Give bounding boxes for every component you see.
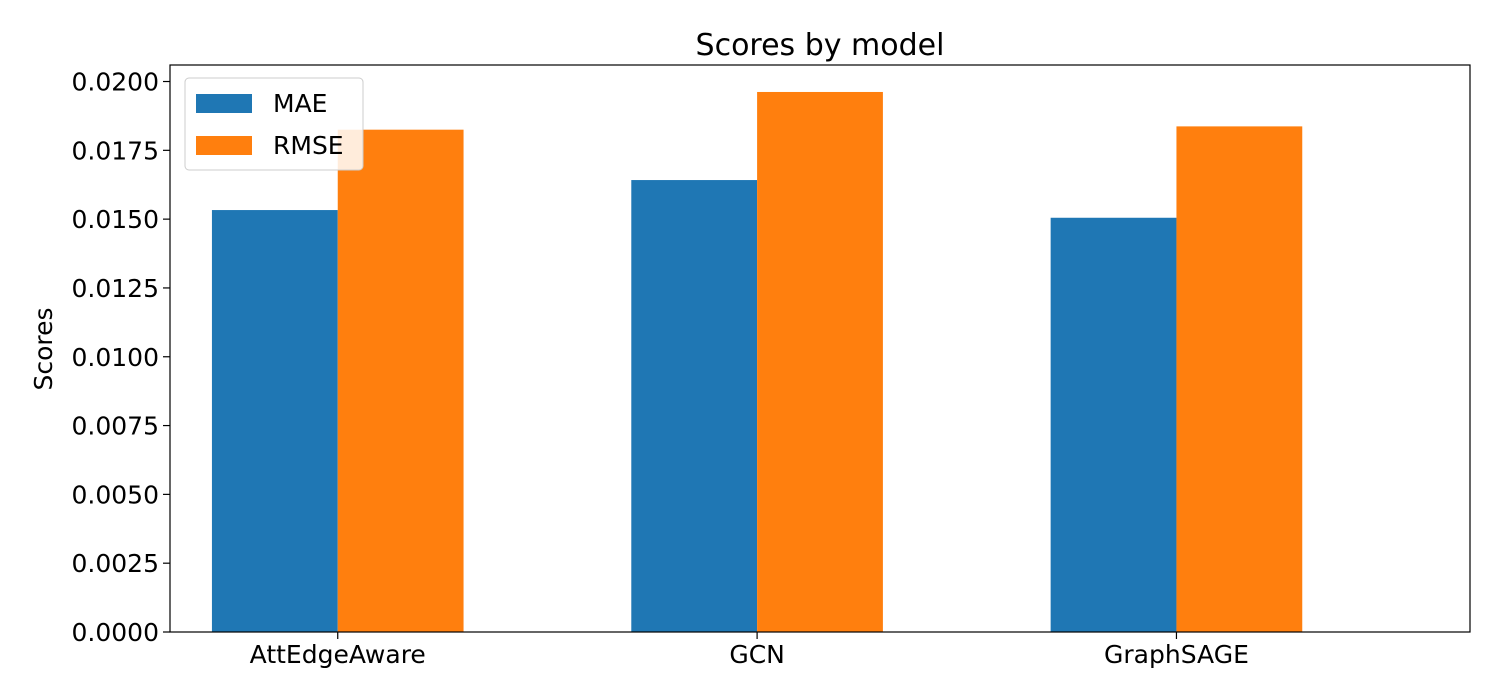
x-tick-label: GraphSAGE <box>1104 640 1249 669</box>
y-tick-label: 0.0175 <box>72 136 159 165</box>
legend: MAE RMSE <box>184 77 364 171</box>
y-tick-label: 0.0050 <box>72 480 159 509</box>
bar-rmse-graphsage <box>1176 126 1303 633</box>
legend-swatch-rmse <box>196 136 252 155</box>
legend-label-rmse: RMSE <box>273 131 344 160</box>
plot-area <box>211 91 1303 633</box>
legend-label-mae: MAE <box>273 89 327 118</box>
bar-mae-gcn <box>631 180 758 632</box>
y-tick-label: 0.0150 <box>72 205 159 234</box>
x-axis-ticks: AttEdgeAware GCN GraphSAGE <box>250 632 1249 669</box>
y-tick-label: 0.0125 <box>72 274 159 303</box>
y-axis-ticks: 0.0000 0.0025 0.0050 0.0075 0.0100 0.0125 0.01… <box>72 68 170 647</box>
y-tick-label: 0.0000 <box>72 618 159 647</box>
bar-mae-graphsage <box>1050 217 1177 632</box>
bar-mae-attedgeaware <box>211 210 338 632</box>
legend-swatch-mae <box>196 94 252 113</box>
y-tick-label: 0.0075 <box>72 412 159 441</box>
y-axis-label: Scores <box>29 307 58 390</box>
plot-frame <box>169 64 1471 633</box>
y-tick-label: 0.0200 <box>72 68 159 97</box>
x-tick-label: GCN <box>729 640 785 669</box>
y-tick-label: 0.0025 <box>72 549 159 578</box>
chart-title: Scores by model <box>696 28 945 63</box>
y-tick-label: 0.0100 <box>72 343 159 372</box>
x-tick-label: AttEdgeAware <box>250 640 426 669</box>
bar-rmse-attedgeaware <box>337 129 464 632</box>
bar-rmse-gcn <box>757 91 883 633</box>
